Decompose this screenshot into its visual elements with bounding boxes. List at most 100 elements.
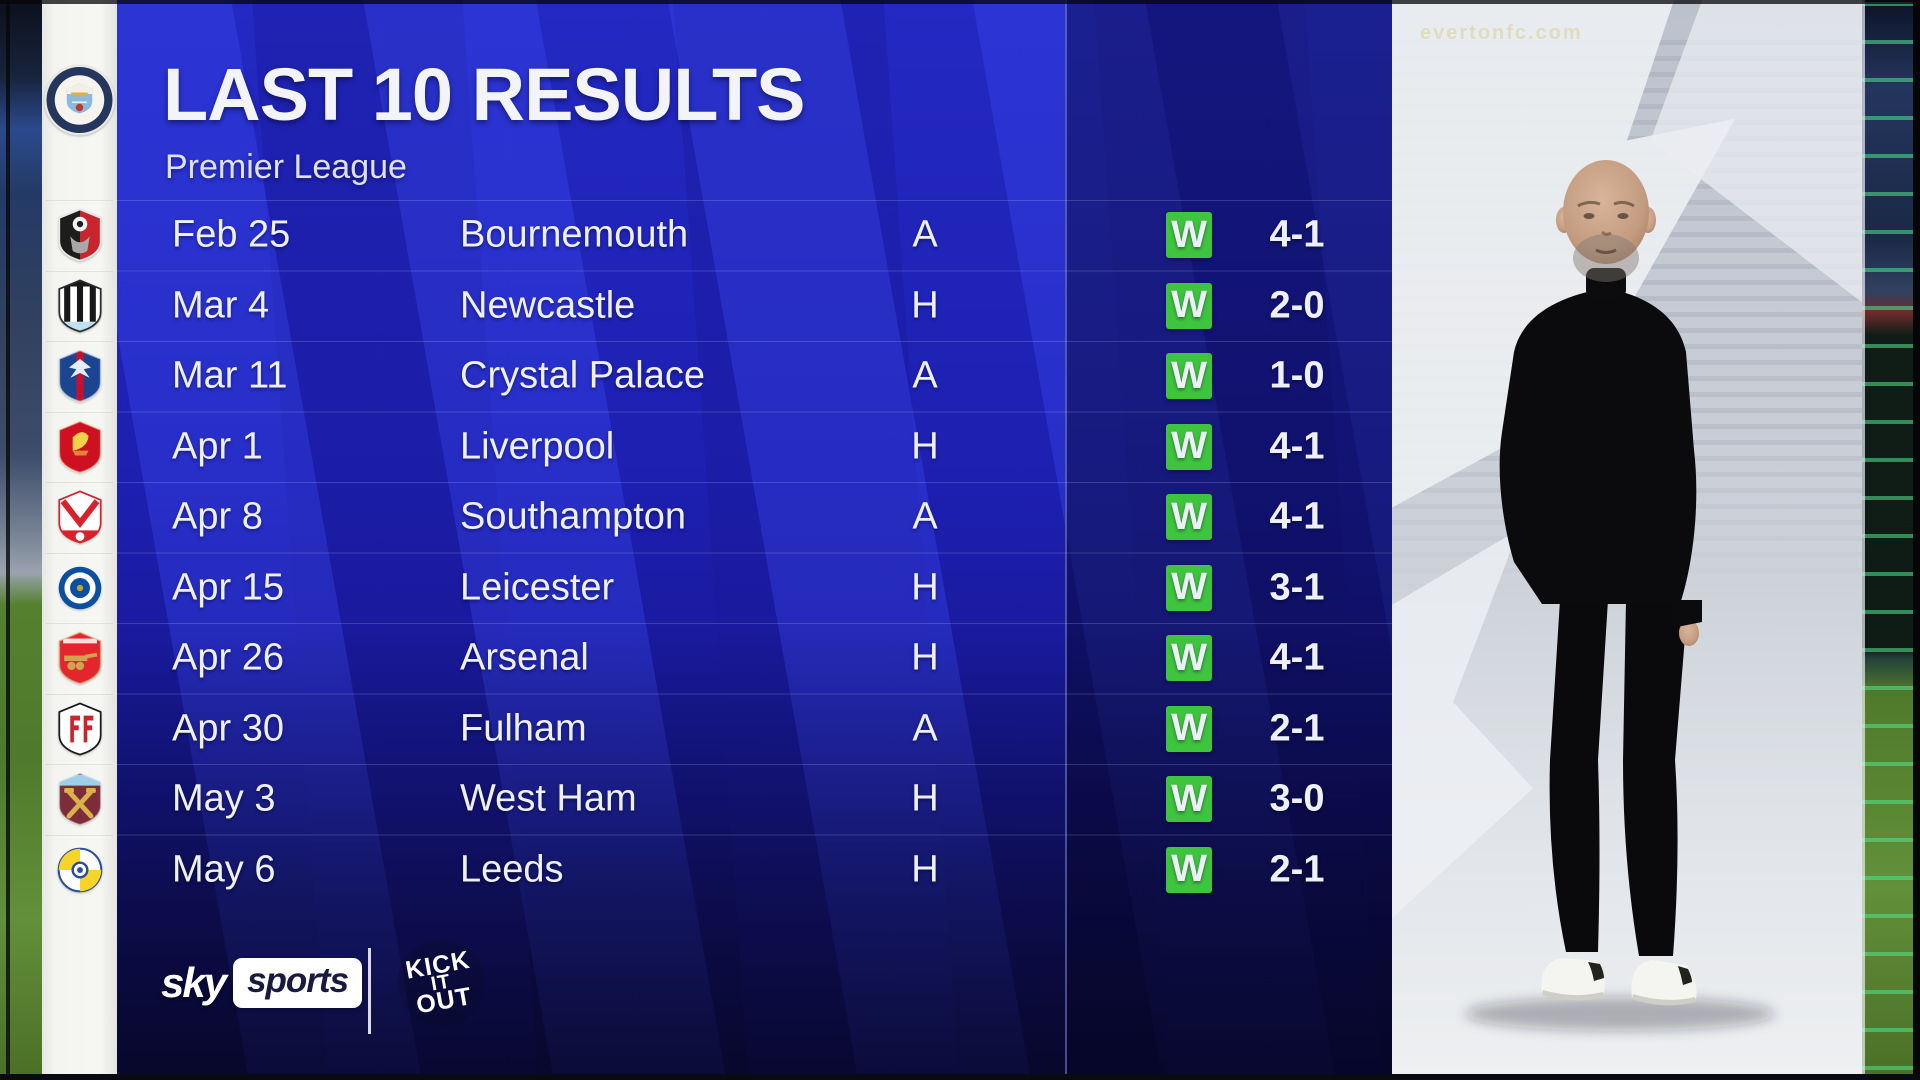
opponent-name: Newcastle [460, 284, 636, 327]
competition-subtitle: Premier League [165, 148, 407, 186]
match-score: 4-1 [1269, 495, 1325, 538]
result-badge: W [1166, 212, 1212, 259]
result-badge: W [1166, 494, 1212, 541]
opponent-badge-leeds [42, 835, 117, 906]
sky-logo-text: sky [161, 959, 227, 1006]
match-score: 3-0 [1269, 777, 1325, 820]
result-badge: W [1166, 776, 1212, 823]
strip-separator [46, 623, 113, 624]
venue-indicator: A [912, 354, 938, 397]
match-date: Feb 25 [172, 213, 291, 256]
result-badge: W [1166, 705, 1212, 752]
opponent-badge-bournemouth [42, 200, 117, 271]
kick-it-out-logo: KICK IT OUT [391, 933, 491, 1033]
result-row-arsenal: Apr 26 Arsenal H W 4-1 [117, 623, 1392, 694]
results-table: Feb 25 Bournemouth A W 4-1 Mar 4 Newcastle H W 2-… [117, 200, 1392, 905]
venue-indicator: A [912, 495, 938, 538]
sports-logo-text: sports [233, 958, 363, 1008]
result-badge: W [1166, 564, 1212, 611]
sky-sports-logo: sky sports [161, 958, 363, 1008]
match-date: Mar 4 [172, 284, 270, 327]
match-score: 2-1 [1269, 848, 1325, 891]
opponent-badge-crystal-palace [42, 341, 117, 412]
page-title: LAST 10 RESULTS [163, 53, 805, 136]
footer-logos: sky sports KICK IT OUT [117, 930, 1065, 1060]
logo-divider [368, 948, 371, 1034]
team-badge-strip [42, 0, 117, 1080]
strip-separator [46, 693, 113, 695]
frame-edge-bottom [0, 1074, 1920, 1080]
venue-indicator: H [911, 848, 939, 891]
opponent-badge-newcastle [42, 271, 117, 342]
match-score: 4-1 [1269, 425, 1325, 468]
venue-indicator: H [911, 636, 939, 679]
opponent-name: Crystal Palace [460, 354, 705, 397]
opponent-badge-liverpool [42, 412, 117, 483]
venue-indicator: H [911, 566, 939, 609]
strip-separator [46, 270, 113, 272]
match-date: Apr 15 [172, 566, 284, 609]
result-badge: W [1166, 282, 1212, 329]
result-badge: W [1166, 846, 1212, 893]
result-row-west-ham: May 3 West Ham H W 3-0 [117, 764, 1392, 835]
venue-indicator: A [912, 213, 938, 256]
match-score: 2-0 [1269, 284, 1325, 327]
strip-separator [46, 341, 113, 342]
match-score: 4-1 [1269, 213, 1325, 256]
venue-indicator: H [911, 284, 939, 327]
opponent-name: Leeds [460, 848, 564, 891]
strip-separator [46, 764, 113, 765]
opponent-name: Bournemouth [460, 213, 689, 256]
match-score: 4-1 [1269, 636, 1325, 679]
match-date: Apr 8 [172, 495, 263, 538]
match-score: 3-1 [1269, 566, 1325, 609]
venue-indicator: H [911, 425, 939, 468]
opponent-name: Leicester [460, 566, 615, 609]
stadium-ad-text: evertonfc.com [1420, 22, 1583, 44]
result-row-newcastle: Mar 4 Newcastle H W 2-0 [117, 271, 1392, 342]
opponent-name: Arsenal [460, 636, 589, 679]
result-row-leeds: May 6 Leeds H W 2-1 [117, 835, 1392, 906]
opponent-name: Southampton [460, 495, 687, 538]
venue-indicator: H [911, 777, 939, 820]
result-badge: W [1166, 423, 1212, 470]
match-score: 1-0 [1269, 354, 1325, 397]
result-row-crystal-palace: Mar 11 Crystal Palace A W 1-0 [117, 341, 1392, 412]
results-panel: LAST 10 RESULTS Premier League Feb 25 Bou… [117, 0, 1392, 1080]
strip-separator [46, 200, 113, 201]
opponent-badge-arsenal [42, 623, 117, 694]
venue-indicator: A [912, 707, 938, 750]
pep-guardiola-photo [1465, 160, 1775, 1031]
stadium-background-right [1862, 0, 1920, 1080]
manager-photo-panel: evertonfc.com [1392, 0, 1862, 1080]
opponent-badge-west-ham [42, 764, 117, 835]
result-row-liverpool: Apr 1 Liverpool H W 4-1 [117, 412, 1392, 483]
club-badge-manchester-city [42, 48, 117, 152]
strip-separator [46, 411, 113, 413]
strip-separator [46, 834, 113, 836]
result-row-leicester: Apr 15 Leicester H W 3-1 [117, 553, 1392, 624]
stadium-background-left [0, 0, 42, 1080]
opponent-name: Liverpool [460, 425, 615, 468]
frame-edge-top [0, 0, 1920, 4]
result-badge: W [1166, 635, 1212, 682]
match-date: May 3 [172, 777, 276, 820]
opponent-name: Fulham [460, 707, 587, 750]
opponent-name: West Ham [460, 777, 637, 820]
opponent-badge-fulham [42, 694, 117, 765]
result-row-fulham: Apr 30 Fulham A W 2-1 [117, 694, 1392, 765]
match-date: May 6 [172, 848, 276, 891]
match-score: 2-1 [1269, 707, 1325, 750]
kio-word-3: OUT [414, 982, 475, 1020]
match-date: Mar 11 [172, 354, 288, 397]
results-column-shade [1065, 0, 1392, 1080]
match-date: Apr 30 [172, 707, 284, 750]
match-date: Apr 26 [172, 636, 284, 679]
strip-separator [46, 552, 113, 554]
opponent-badge-southampton [42, 482, 117, 553]
strip-separator [46, 482, 113, 483]
result-row-southampton: Apr 8 Southampton A W 4-1 [117, 482, 1392, 553]
result-badge: W [1166, 353, 1212, 400]
result-row-bournemouth: Feb 25 Bournemouth A W 4-1 [117, 200, 1392, 271]
